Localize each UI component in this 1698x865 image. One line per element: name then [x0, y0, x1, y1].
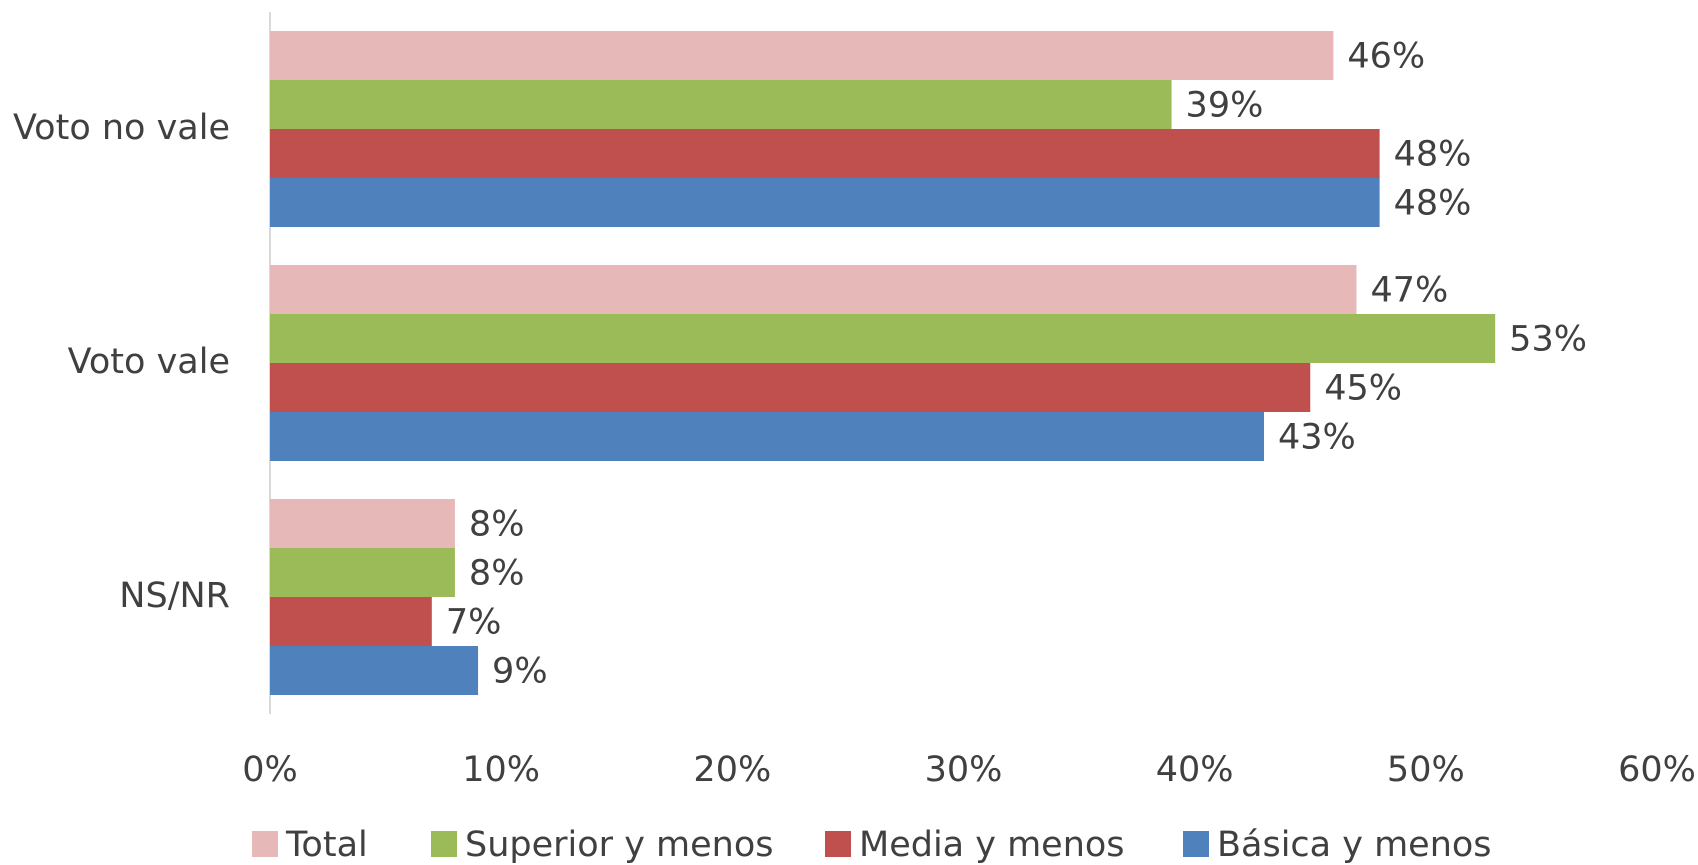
legend-label: Total [285, 825, 368, 865]
bar [270, 31, 1333, 80]
x-tick-label: 60% [1618, 750, 1696, 790]
data-label: 8% [469, 554, 525, 594]
data-label: 45% [1324, 369, 1402, 409]
data-label: 9% [492, 652, 548, 692]
bar [270, 646, 478, 695]
bar [270, 548, 455, 597]
bar [270, 314, 1495, 363]
bar [270, 363, 1310, 412]
legend-swatch [1183, 831, 1209, 857]
data-label: 8% [469, 505, 525, 545]
data-label: 53% [1509, 320, 1587, 360]
data-label: 48% [1394, 135, 1472, 175]
legend-label: Básica y menos [1217, 825, 1492, 865]
x-tick-label: 40% [1156, 750, 1234, 790]
bar [270, 412, 1264, 461]
bar [270, 499, 455, 548]
x-tick-label: 30% [925, 750, 1003, 790]
legend-swatch [825, 831, 851, 857]
data-label: 7% [446, 603, 502, 643]
data-label: 46% [1347, 37, 1425, 77]
legend-swatch [252, 831, 278, 857]
x-tick-label: 0% [242, 750, 298, 790]
chart: 0% 10% 20% 30% 40% 50% 60% Voto no vale 46% 39% 48… [0, 0, 1698, 865]
y-tick-label: Voto no vale [13, 108, 230, 148]
y-tick-label: Voto vale [68, 342, 230, 382]
bar [270, 80, 1172, 129]
x-tick-label: 10% [462, 750, 540, 790]
legend-label: Media y menos [859, 825, 1125, 865]
x-tick-label: 20% [693, 750, 771, 790]
y-tick-label: NS/NR [119, 576, 230, 616]
data-label: 43% [1278, 418, 1356, 458]
x-tick-label: 50% [1387, 750, 1465, 790]
bar [270, 597, 432, 646]
data-label: 47% [1370, 271, 1448, 311]
bar [270, 265, 1356, 314]
legend-swatch [431, 831, 457, 857]
bar [270, 129, 1380, 178]
bar [270, 178, 1380, 227]
data-label: 39% [1186, 86, 1264, 126]
data-label: 48% [1394, 184, 1472, 224]
legend-label: Superior y menos [465, 825, 774, 865]
